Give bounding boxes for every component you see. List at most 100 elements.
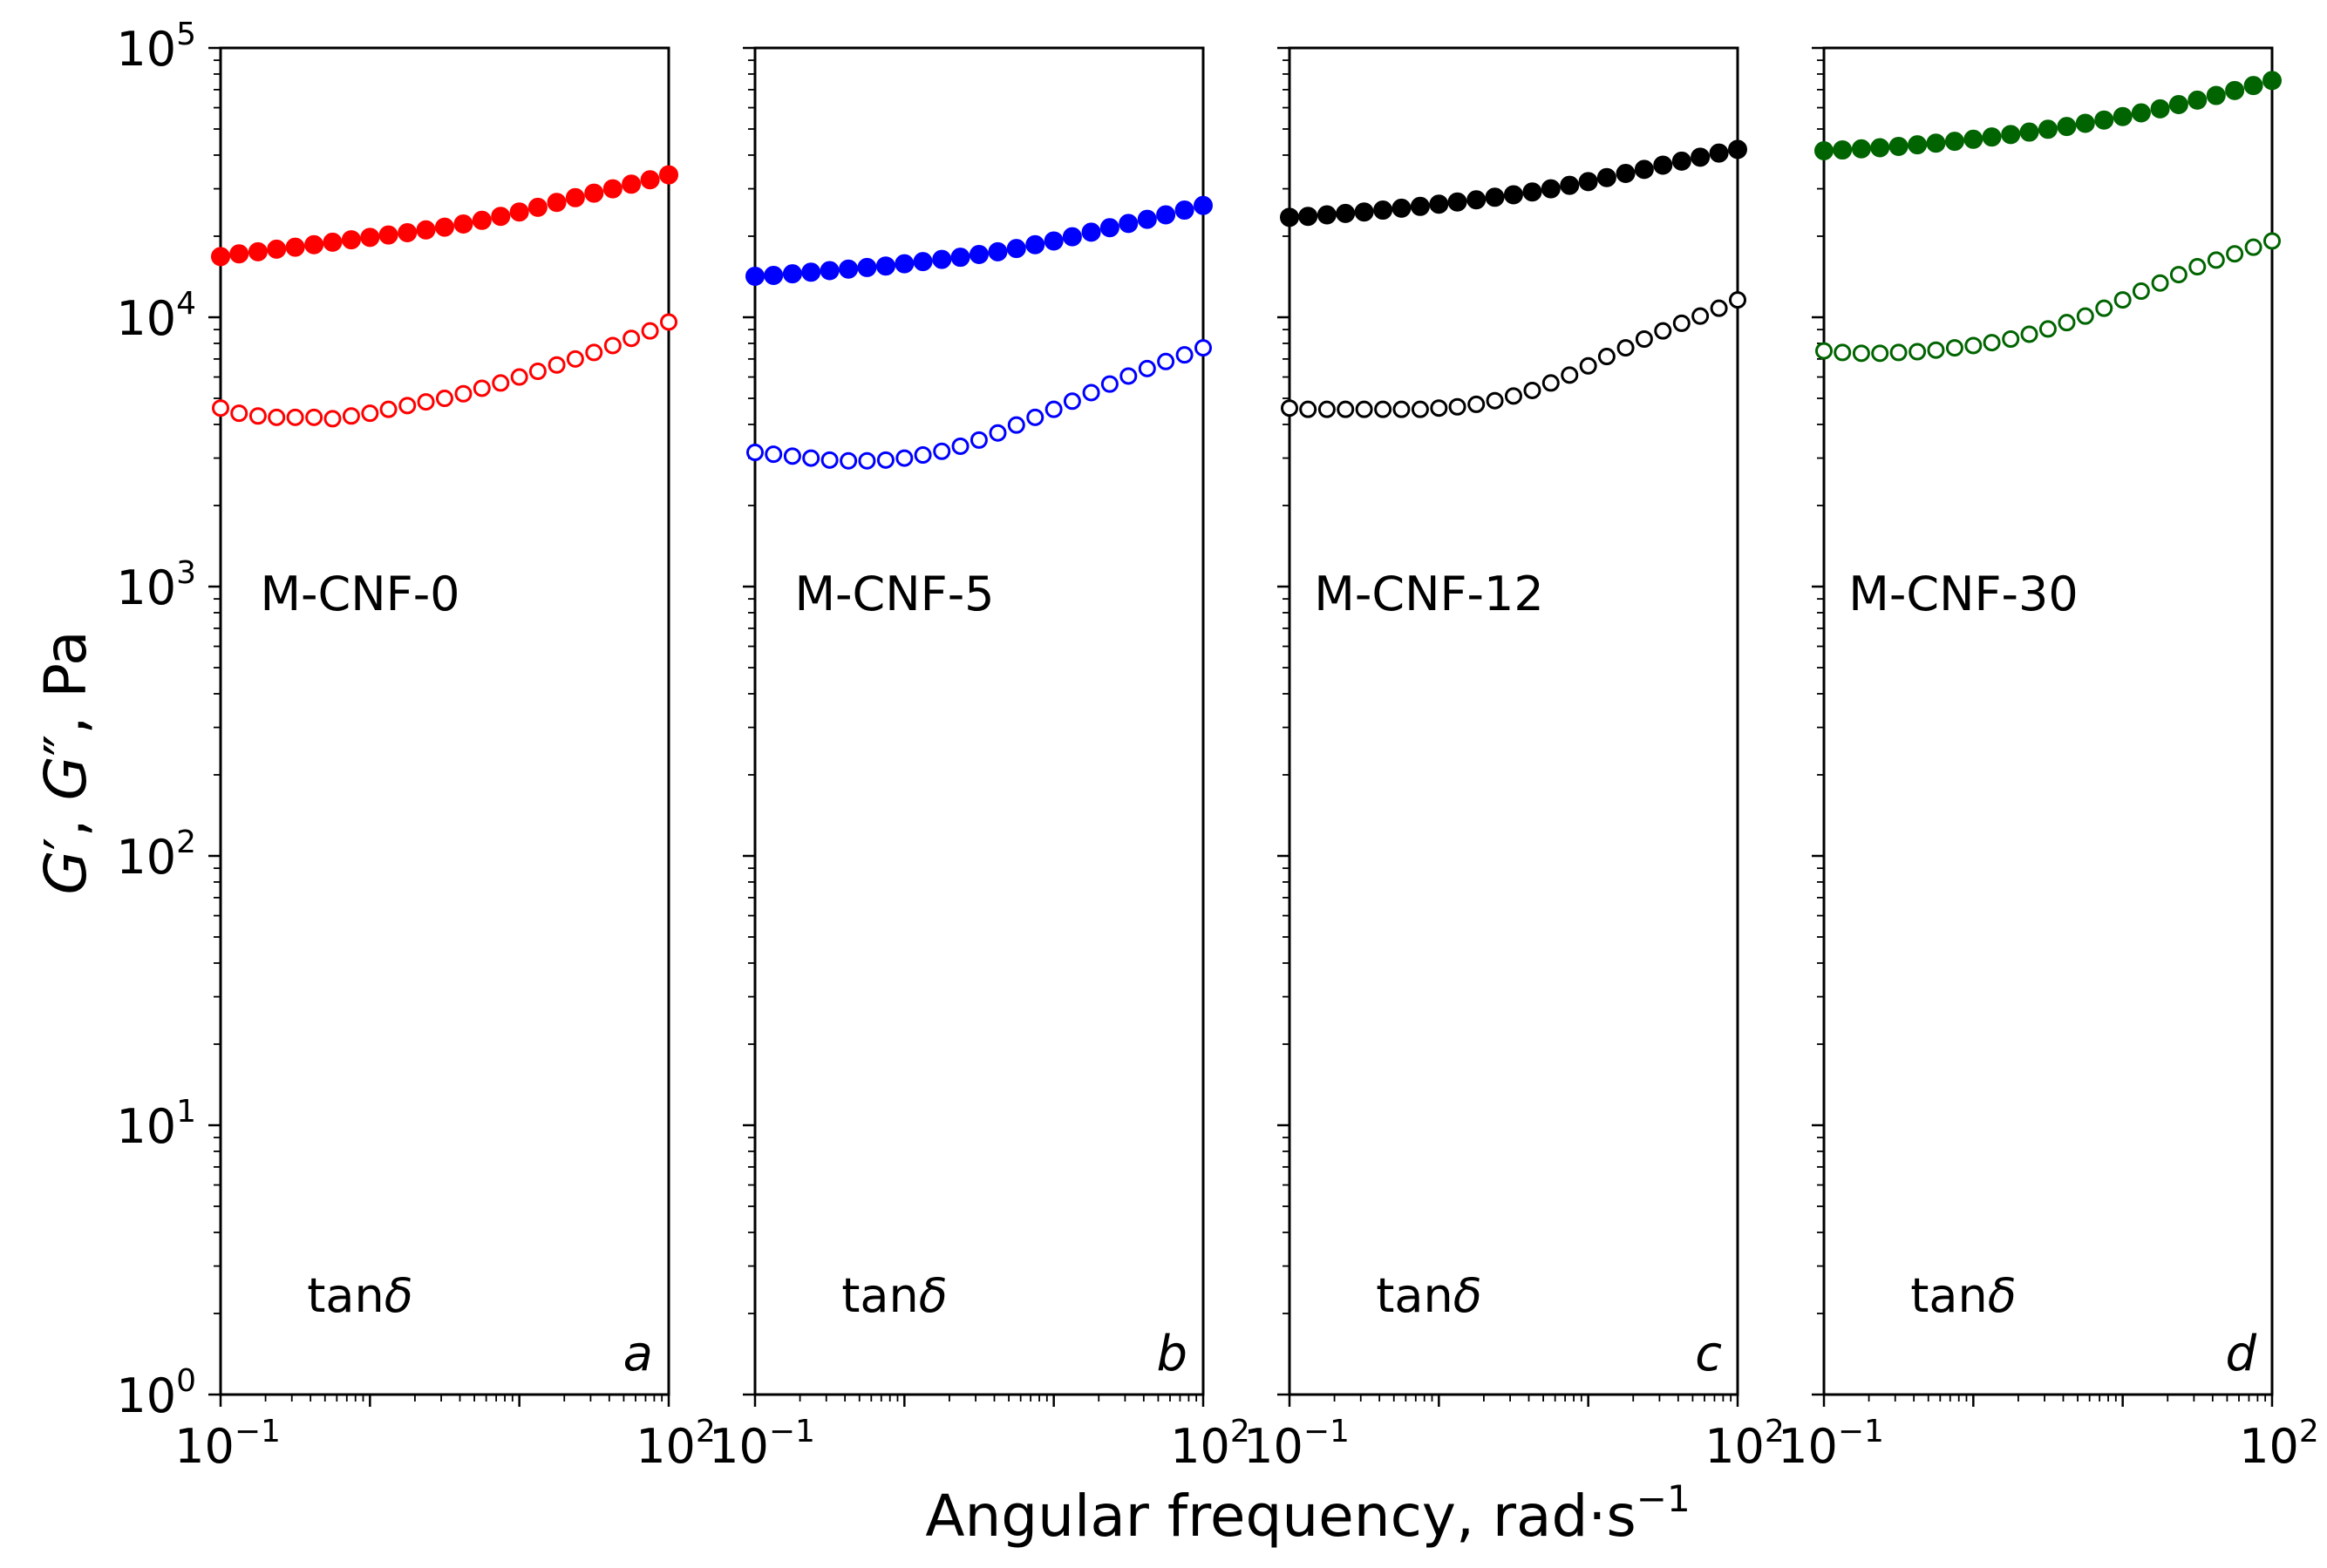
data-point xyxy=(2188,258,2207,276)
data-point xyxy=(989,424,1007,442)
data-point xyxy=(304,234,324,255)
data-point xyxy=(764,266,784,286)
data-point xyxy=(248,241,268,261)
data-point xyxy=(1815,342,1833,360)
data-point xyxy=(360,227,380,248)
data-point xyxy=(286,408,304,426)
data-point xyxy=(1317,400,1336,418)
data-point xyxy=(1851,139,1871,159)
data-point xyxy=(434,217,454,237)
sample-label: M-CNF-30 xyxy=(1848,567,2078,621)
data-point xyxy=(1983,334,2001,352)
data-point xyxy=(1026,408,1044,426)
data-point xyxy=(379,400,398,418)
data-point xyxy=(1578,172,1598,192)
data-point xyxy=(782,264,802,284)
data-point xyxy=(454,384,473,403)
x-tick-label: 10−1 xyxy=(1778,1414,1884,1474)
data-point xyxy=(802,449,820,467)
data-point xyxy=(1654,322,1672,340)
data-point xyxy=(2113,106,2133,126)
data-point xyxy=(1616,163,1636,183)
tan-delta-label: tanδ xyxy=(1910,1268,2017,1323)
data-point xyxy=(323,410,342,428)
panel-b: 10−1 102 M-CNF-5 tanδ b xyxy=(709,46,1250,1474)
data-point xyxy=(969,245,989,265)
data-point xyxy=(1909,343,1927,361)
data-point xyxy=(603,336,622,355)
data-point xyxy=(1597,348,1616,366)
data-point xyxy=(913,252,933,272)
x-tick-label: 102 xyxy=(636,1414,716,1474)
data-point xyxy=(2225,80,2245,100)
data-point xyxy=(1523,381,1541,399)
data-point xyxy=(416,220,436,240)
data-point xyxy=(1560,175,1580,195)
tan-delta-label: tanδ xyxy=(1376,1268,1482,1323)
data-point xyxy=(417,393,435,411)
data-point xyxy=(1082,384,1100,402)
data-point xyxy=(1006,239,1026,259)
data-point xyxy=(858,451,876,470)
data-point xyxy=(548,356,566,374)
data-point xyxy=(1671,151,1691,171)
data-point xyxy=(659,165,678,185)
data-point xyxy=(1298,207,1318,227)
y-tick-label: 101 xyxy=(116,1094,196,1154)
data-point xyxy=(1834,343,1852,362)
data-point xyxy=(932,249,952,269)
series-loss-modulus xyxy=(1815,232,2281,363)
data-point xyxy=(602,179,623,199)
data-point xyxy=(1908,135,1928,155)
x-tick-label: 102 xyxy=(1170,1414,1250,1474)
data-point xyxy=(1100,375,1119,393)
data-point xyxy=(230,404,248,423)
data-point xyxy=(988,241,1008,261)
data-point xyxy=(1447,192,1467,212)
panel-frame xyxy=(1288,46,1739,1396)
data-point xyxy=(1616,339,1635,357)
data-point xyxy=(895,449,914,467)
data-point xyxy=(1081,222,1101,242)
data-point xyxy=(1281,399,1298,417)
series-storage-modulus xyxy=(211,165,678,267)
data-point xyxy=(2057,117,2077,137)
data-point xyxy=(1541,374,1560,392)
data-point xyxy=(1927,341,1945,359)
data-point xyxy=(2226,245,2244,263)
data-point xyxy=(1691,147,1711,167)
data-point xyxy=(839,259,859,279)
data-point xyxy=(745,266,765,286)
data-point xyxy=(1964,336,1983,355)
data-point xyxy=(1691,307,1710,325)
data-point xyxy=(1504,387,1522,405)
data-point xyxy=(1710,299,1728,317)
data-point xyxy=(2169,266,2188,284)
data-point xyxy=(2262,71,2282,91)
data-point xyxy=(584,183,604,203)
data-point xyxy=(783,447,801,465)
x-axis-title: Angular frequency, rad·s−1 xyxy=(925,1477,1690,1550)
data-point xyxy=(211,247,230,267)
data-point xyxy=(1174,200,1194,221)
y-tick-label: 104 xyxy=(116,286,196,346)
data-point xyxy=(2206,85,2226,105)
data-point xyxy=(285,237,305,257)
data-point xyxy=(1280,207,1299,227)
data-point xyxy=(528,363,547,381)
series-storage-modulus xyxy=(1814,71,2282,161)
data-point xyxy=(491,207,511,227)
data-point xyxy=(2151,274,2169,292)
data-point xyxy=(2263,232,2281,250)
data-point xyxy=(566,350,584,368)
data-point xyxy=(1871,344,1889,363)
series-loss-modulus xyxy=(746,339,1212,470)
data-point xyxy=(1926,133,1946,153)
data-point xyxy=(2038,320,2057,338)
data-point xyxy=(2075,113,2095,133)
x-tick-label: 10−1 xyxy=(174,1414,281,1474)
data-point xyxy=(435,390,453,408)
data-point xyxy=(746,444,764,462)
data-point xyxy=(2094,110,2114,130)
